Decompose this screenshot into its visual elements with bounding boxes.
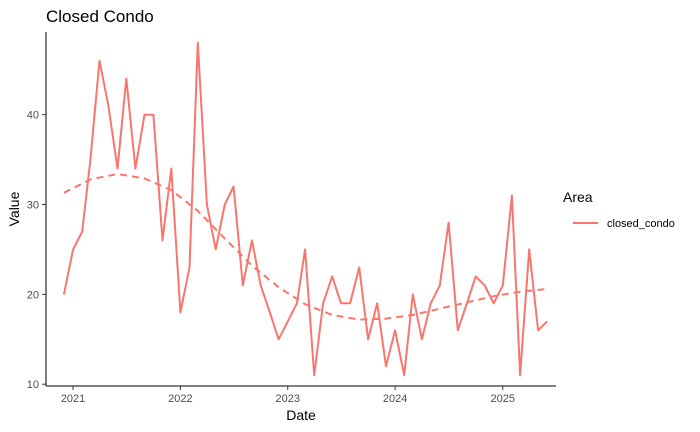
y-tick-label: 40	[27, 110, 39, 122]
y-axis-ticks: 10 20 30 40	[27, 110, 46, 391]
y-tick-label: 20	[27, 289, 39, 301]
legend-label: closed_condo	[607, 218, 675, 230]
x-tick-label: 2024	[383, 393, 407, 405]
trend-line-closed-condo	[63, 172, 548, 321]
x-tick-label: 2023	[276, 393, 300, 405]
y-tick-label: 30	[27, 200, 39, 212]
x-tick-label: 2022	[168, 393, 192, 405]
series-line-closed-condo	[62, 41, 548, 377]
x-axis-title: Date	[286, 407, 316, 423]
x-tick-label: 2021	[61, 393, 85, 405]
legend-title: Area	[563, 189, 593, 205]
plot-series	[62, 41, 548, 377]
x-axis-ticks: 2021 2022 2023 2024 2025	[61, 386, 515, 405]
chart-title: Closed Condo	[46, 7, 154, 26]
x-tick-label: 2025	[491, 393, 515, 405]
y-tick-label: 10	[27, 379, 39, 391]
y-axis-title: Value	[6, 191, 22, 226]
legend: Area closed_condo	[563, 189, 675, 230]
